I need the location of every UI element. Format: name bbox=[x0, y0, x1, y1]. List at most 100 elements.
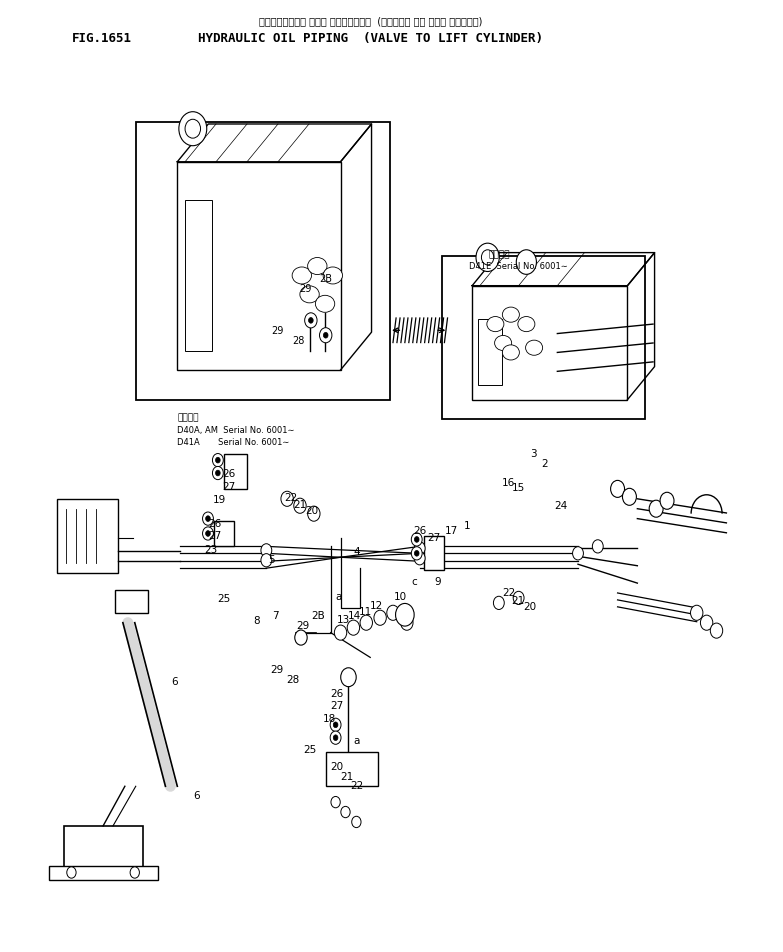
Text: 24: 24 bbox=[554, 500, 567, 510]
Text: 26: 26 bbox=[330, 688, 344, 698]
Text: 29: 29 bbox=[271, 326, 283, 336]
Text: a: a bbox=[353, 735, 360, 745]
Text: 9: 9 bbox=[435, 577, 442, 586]
Circle shape bbox=[294, 499, 306, 514]
Text: 28: 28 bbox=[292, 336, 304, 346]
Circle shape bbox=[305, 313, 317, 328]
Ellipse shape bbox=[323, 268, 342, 285]
Bar bbox=[424, 537, 445, 570]
Text: ハイト゜ロリック オイル ハ゜イピング゜  (ハ゜ルフ゜ カラ リフト シリンタ゜): ハイト゜ロリック オイル ハ゜イピング゜ (ハ゜ルフ゜ カラ リフト シリンタ゜… bbox=[258, 16, 482, 26]
Bar bbox=[135, 123, 390, 400]
Text: 29: 29 bbox=[296, 620, 309, 630]
Circle shape bbox=[482, 250, 494, 266]
Text: 26: 26 bbox=[222, 468, 236, 478]
Text: 11: 11 bbox=[359, 606, 372, 616]
Circle shape bbox=[294, 630, 307, 645]
Bar bbox=[56, 499, 118, 573]
Ellipse shape bbox=[292, 268, 312, 285]
Ellipse shape bbox=[503, 346, 519, 361]
Text: FIG.1651: FIG.1651 bbox=[71, 31, 132, 45]
Bar bbox=[115, 590, 148, 613]
Ellipse shape bbox=[300, 287, 319, 304]
Circle shape bbox=[261, 545, 272, 557]
Text: 26: 26 bbox=[413, 526, 427, 536]
Text: 13: 13 bbox=[337, 614, 350, 625]
Circle shape bbox=[203, 512, 214, 526]
Text: 27: 27 bbox=[330, 701, 344, 710]
Circle shape bbox=[212, 454, 223, 467]
Circle shape bbox=[281, 492, 294, 506]
Text: 2B: 2B bbox=[311, 610, 325, 621]
Text: 12: 12 bbox=[370, 601, 383, 610]
Text: 21: 21 bbox=[511, 596, 525, 605]
Text: 20: 20 bbox=[330, 762, 344, 772]
Ellipse shape bbox=[487, 317, 504, 332]
Text: 10: 10 bbox=[394, 592, 406, 602]
Circle shape bbox=[331, 797, 341, 808]
Circle shape bbox=[622, 488, 637, 506]
Bar bbox=[442, 257, 645, 420]
Text: 6: 6 bbox=[171, 677, 178, 686]
Bar bbox=[472, 287, 627, 400]
Circle shape bbox=[309, 318, 313, 324]
Text: 25: 25 bbox=[218, 594, 231, 604]
Circle shape bbox=[67, 867, 76, 879]
Circle shape bbox=[261, 554, 272, 567]
Text: 27: 27 bbox=[208, 530, 222, 541]
Text: 23: 23 bbox=[204, 545, 218, 555]
Text: 18: 18 bbox=[323, 714, 336, 724]
Text: D40A, AM  Serial No. 6001∼: D40A, AM Serial No. 6001∼ bbox=[177, 426, 295, 435]
Circle shape bbox=[476, 244, 500, 272]
Text: 6: 6 bbox=[193, 790, 200, 800]
Bar bbox=[177, 163, 341, 370]
Text: 2: 2 bbox=[541, 459, 547, 468]
Circle shape bbox=[308, 506, 320, 522]
Circle shape bbox=[414, 537, 419, 543]
Circle shape bbox=[179, 112, 207, 147]
Circle shape bbox=[334, 625, 347, 641]
Circle shape bbox=[374, 610, 386, 625]
Text: 1: 1 bbox=[464, 520, 471, 530]
Circle shape bbox=[360, 616, 373, 630]
Circle shape bbox=[691, 605, 703, 621]
Ellipse shape bbox=[495, 336, 511, 351]
Circle shape bbox=[414, 551, 419, 557]
Text: D41A       Serial No. 6001∼: D41A Serial No. 6001∼ bbox=[177, 438, 290, 446]
Circle shape bbox=[649, 501, 663, 518]
Text: 25: 25 bbox=[304, 744, 317, 755]
Text: 適用号機: 適用号機 bbox=[177, 413, 199, 422]
Circle shape bbox=[334, 735, 338, 741]
Circle shape bbox=[341, 806, 350, 818]
Text: 27: 27 bbox=[222, 482, 236, 491]
Circle shape bbox=[611, 481, 625, 498]
Circle shape bbox=[593, 540, 603, 553]
Text: 22: 22 bbox=[284, 493, 298, 503]
Circle shape bbox=[352, 817, 361, 827]
Circle shape bbox=[334, 723, 338, 728]
Circle shape bbox=[414, 552, 425, 565]
Circle shape bbox=[493, 597, 504, 610]
Text: 4: 4 bbox=[353, 546, 360, 557]
Text: 5: 5 bbox=[268, 554, 275, 564]
Circle shape bbox=[401, 616, 413, 630]
Text: 3: 3 bbox=[530, 448, 536, 458]
Text: 28: 28 bbox=[287, 674, 300, 684]
Circle shape bbox=[330, 731, 341, 744]
Circle shape bbox=[347, 621, 359, 636]
Circle shape bbox=[215, 458, 220, 464]
Circle shape bbox=[660, 493, 674, 509]
Circle shape bbox=[203, 527, 214, 541]
Text: 19: 19 bbox=[213, 495, 226, 505]
Circle shape bbox=[572, 547, 583, 561]
Text: 22: 22 bbox=[350, 781, 363, 790]
Circle shape bbox=[206, 516, 211, 522]
Circle shape bbox=[411, 533, 422, 546]
Circle shape bbox=[710, 624, 723, 639]
Circle shape bbox=[513, 592, 524, 605]
Bar bbox=[185, 200, 212, 351]
Circle shape bbox=[341, 668, 356, 687]
Bar bbox=[326, 752, 378, 786]
Text: 26: 26 bbox=[208, 518, 222, 528]
Text: 20: 20 bbox=[305, 506, 318, 516]
Bar bbox=[214, 522, 233, 546]
